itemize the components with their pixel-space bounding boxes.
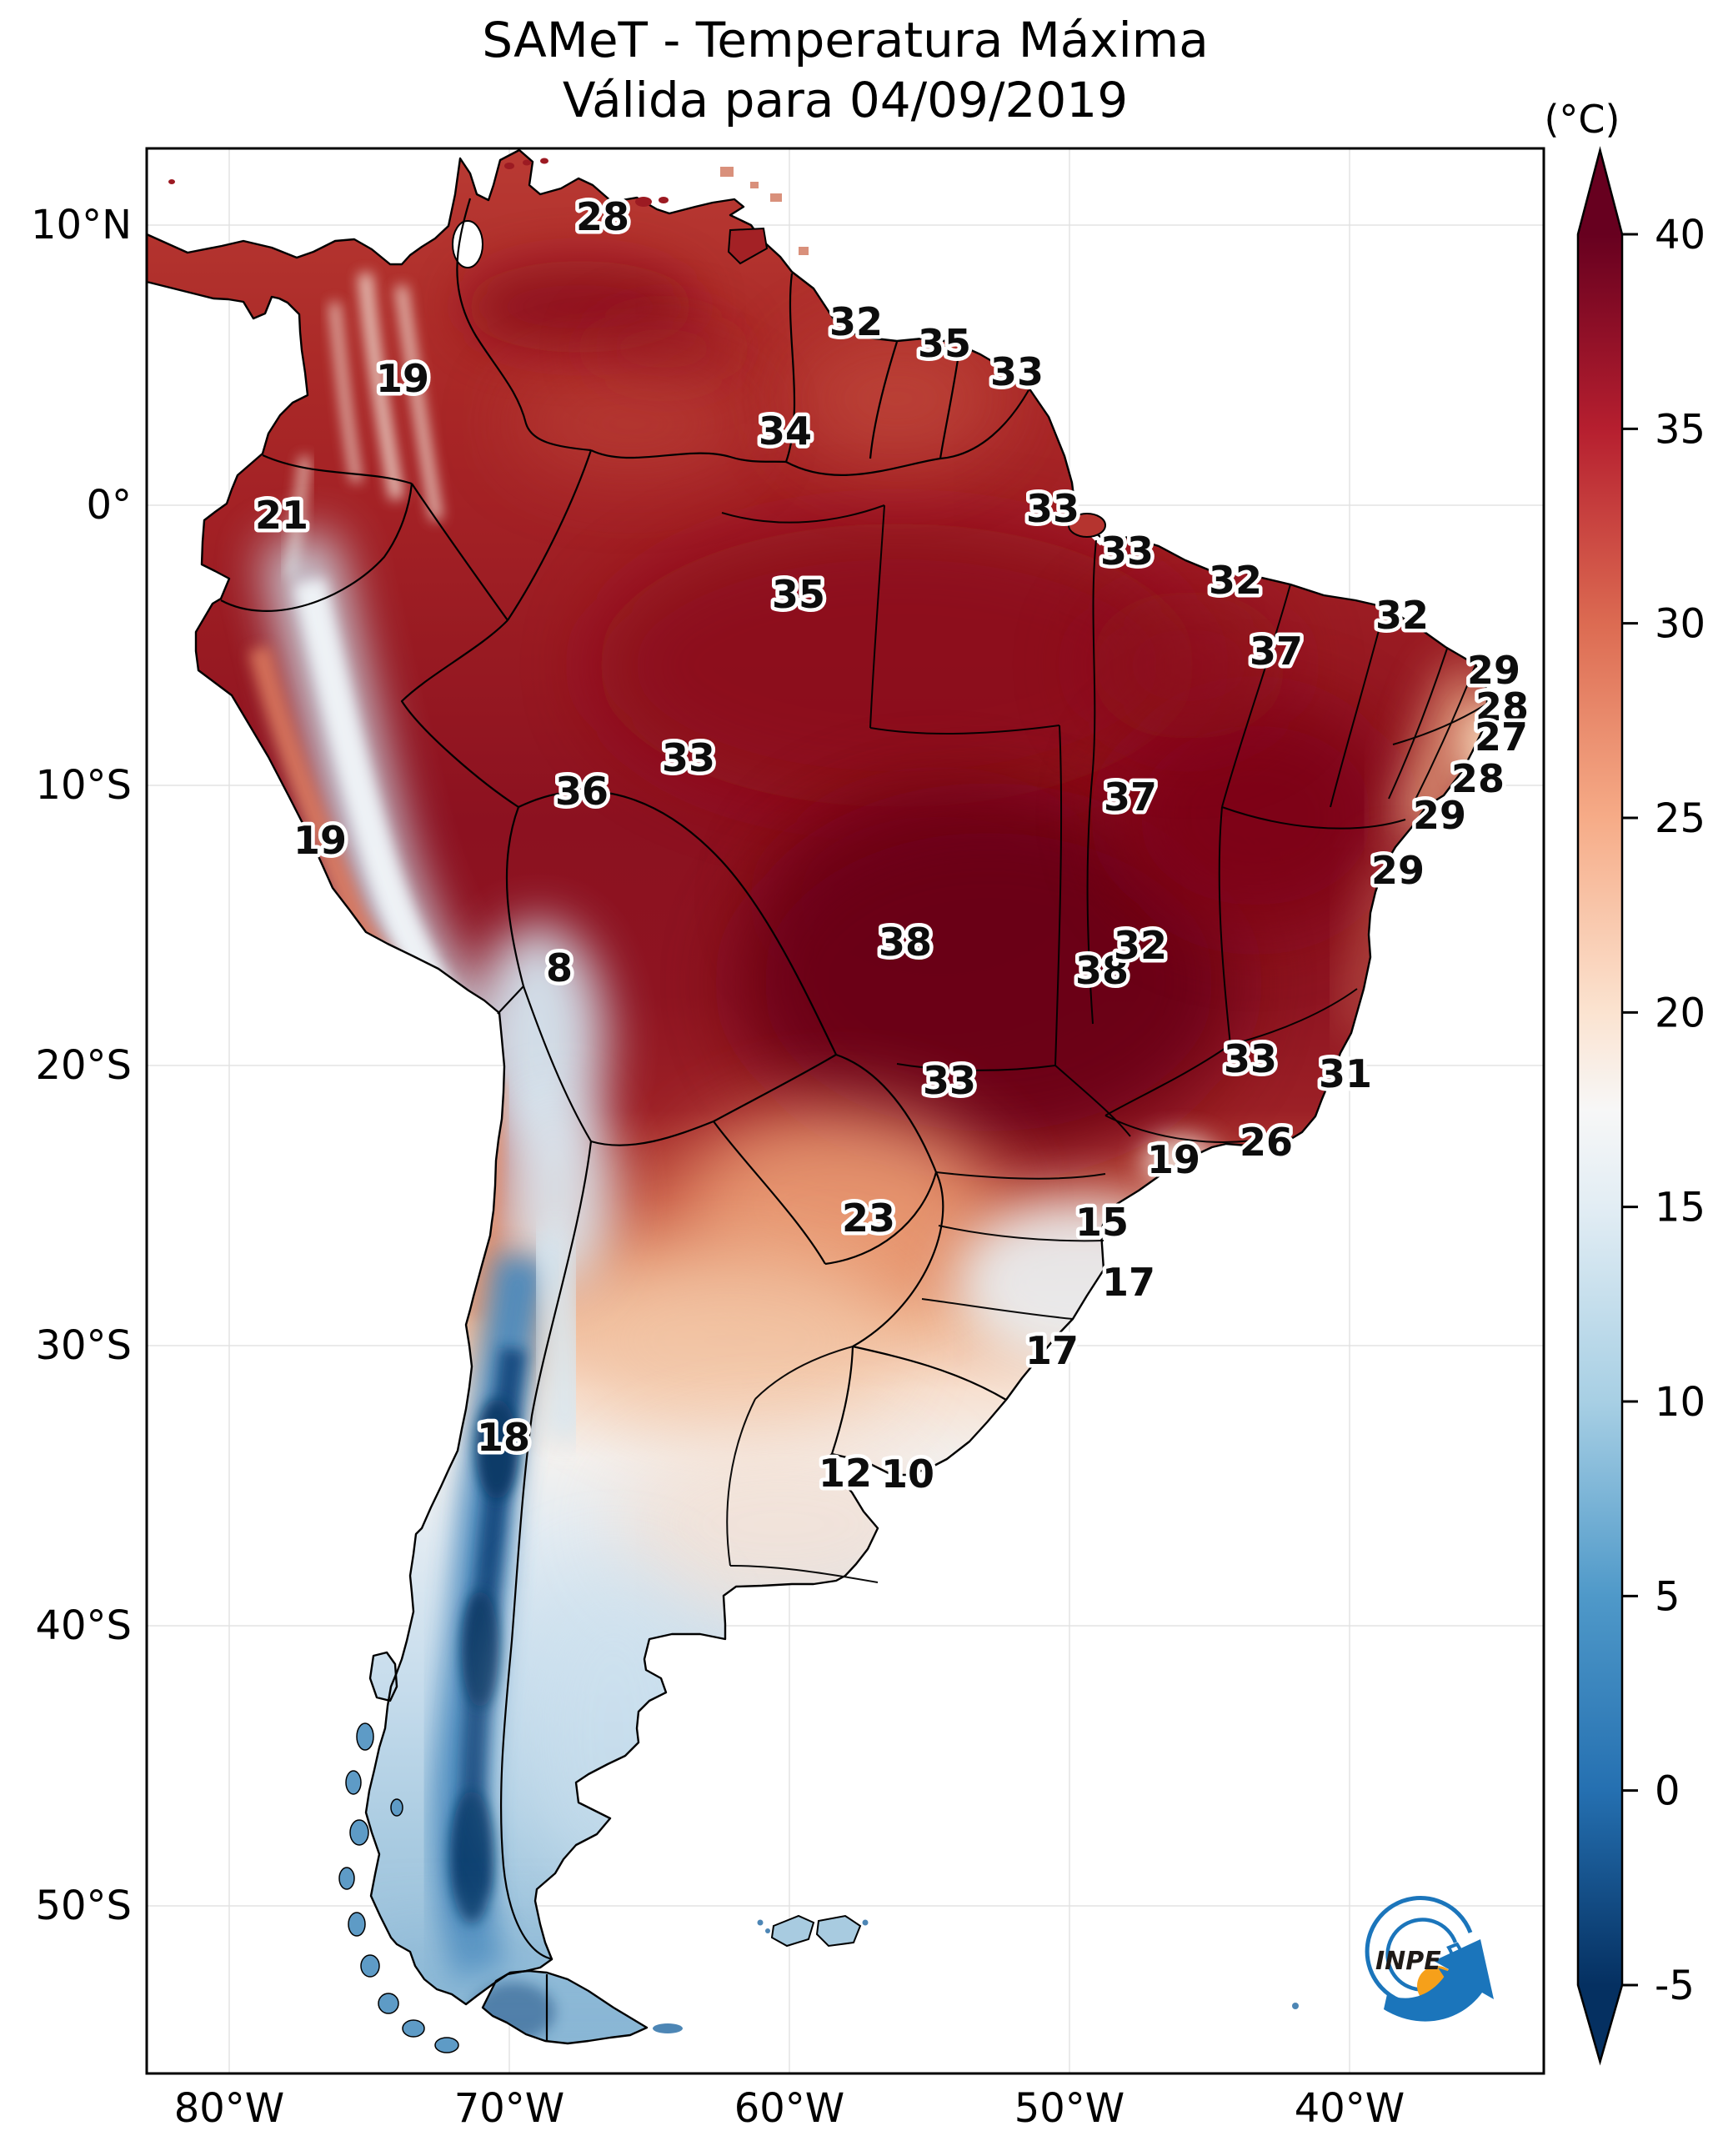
station-temp-label: 27 [1475, 714, 1528, 760]
station-temp-label: 38 [879, 920, 932, 965]
station-temp-label: 38 [1075, 948, 1129, 993]
station-temp-label: 26 [1240, 1120, 1293, 1165]
logo-up-arrow-icon [1384, 1939, 1494, 2022]
lat-tick-label: 10°S [35, 762, 132, 809]
station-temp-label: 34 [759, 409, 812, 454]
colorbar-tick-label: 10 [1655, 1379, 1705, 1426]
chart-title: SAMeT - Temperatura Máxima Válida para 0… [147, 10, 1544, 130]
colorbar-tick-label: 35 [1655, 406, 1705, 453]
colorbar-gradient-bar [1576, 146, 1624, 2066]
lon-tick-label: 80°W [174, 2085, 285, 2132]
station-temp-label: 33 [1224, 1036, 1277, 1081]
station-temp-label: 18 [477, 1415, 530, 1460]
station-temp-label: 23 [842, 1196, 895, 1241]
marajo-island [1068, 513, 1106, 538]
colorbar-tick-label: 0 [1655, 1768, 1680, 1815]
chart-title-line2: Válida para 04/09/2019 [562, 72, 1129, 128]
station-temp-label: 15 [1075, 1200, 1129, 1245]
falkland-west-island [770, 1914, 815, 1948]
southern-islets [653, 1919, 1299, 2033]
station-temp-label: 19 [376, 356, 429, 401]
station-temp-label: 19 [1147, 1137, 1200, 1182]
station-temp-label: 17 [1025, 1328, 1079, 1373]
lon-tick-label: 70°W [454, 2085, 565, 2132]
station-temp-label: 33 [1100, 529, 1154, 574]
station-temp-label: 33 [662, 735, 715, 780]
colorbar-tick-label: 25 [1655, 795, 1705, 842]
station-temp-label: 17 [1102, 1260, 1155, 1305]
lat-tick-label: 30°S [35, 1322, 132, 1369]
station-temp-label: 32 [829, 299, 883, 344]
colorbar: 40 35 30 25 20 15 10 5 0 -5 [1576, 146, 1705, 2066]
station-temp-label: 10 [881, 1452, 934, 1497]
station-temp-label: 12 [819, 1451, 872, 1496]
station-temp-label: 33 [990, 349, 1044, 394]
state-borders [721, 504, 1488, 1583]
lat-tick-label: 10°N [31, 202, 132, 248]
lon-tick-label: 60°W [734, 2085, 845, 2132]
lat-tick-label: 40°S [35, 1602, 132, 1649]
lon-tick-label: 50°W [1014, 2085, 1125, 2132]
station-temp-label: 8 [546, 945, 573, 990]
station-temp-label: 32 [1114, 923, 1167, 968]
islands [168, 158, 1299, 2053]
station-temp-label: 28 [1451, 756, 1505, 801]
offshore-raster-cells [720, 167, 809, 255]
station-temp-label: 37 [1250, 629, 1303, 674]
station-temp-label: 19 [293, 818, 347, 863]
station-temp-label: 28 [1475, 684, 1529, 730]
colorbar-tick-label: 20 [1655, 990, 1705, 1036]
station-temp-label: 36 [555, 769, 609, 814]
colorbar-tick-label: 30 [1655, 601, 1705, 648]
lake-maracaibo [452, 220, 483, 268]
chilean-fjord-islets [338, 1722, 459, 2053]
station-temp-label: 32 [1209, 558, 1262, 603]
colorbar-unit-label: (°C) [1544, 97, 1620, 142]
station-temp-label: 29 [1371, 848, 1425, 893]
caribbean-islets [168, 158, 669, 207]
trinidad-island [727, 227, 769, 265]
colorbar-tick-label: -5 [1655, 1963, 1695, 2009]
station-temp-label: 33 [923, 1058, 976, 1103]
map-frame [145, 147, 1545, 2075]
colorbar-ticks: 40 35 30 25 20 15 10 5 0 -5 [1622, 212, 1705, 2009]
station-temp-label: 29 [1413, 793, 1466, 838]
station-temp-label: 37 [1104, 775, 1157, 820]
inpe-logo: INPE [1365, 1896, 1494, 2022]
country-borders [220, 198, 1029, 2041]
latitude-axis: 10°N 0° 10°S 20°S 30°S 40°S 50°S [31, 202, 132, 1929]
colorbar-tick-label: 15 [1655, 1185, 1705, 1231]
lon-tick-label: 40°W [1295, 2085, 1405, 2132]
station-temp-label: 21 [255, 493, 308, 538]
lat-tick-label: 50°S [35, 1883, 132, 1929]
station-temp-label: 32 [1375, 593, 1429, 638]
falkland-east-island [815, 1914, 862, 1948]
chart-title-line1: SAMeT - Temperatura Máxima [482, 12, 1209, 68]
station-temp-label: 35 [918, 321, 971, 366]
lat-tick-label: 0° [86, 482, 132, 529]
longitude-axis: 80°W 70°W 60°W 50°W 40°W [174, 2085, 1405, 2132]
station-temp-label: 35 [772, 572, 825, 617]
station-temp-label: 29 [1467, 648, 1520, 693]
station-temp-label: 28 [576, 194, 629, 239]
colorbar-tick-label: 5 [1655, 1573, 1680, 1620]
station-temp-label: 31 [1319, 1051, 1372, 1096]
station-temp-label: 33 [1026, 486, 1079, 531]
logo-inpe-text: INPE [1375, 1947, 1441, 1976]
colorbar-tick-label: 40 [1655, 212, 1705, 258]
lat-tick-label: 20°S [35, 1042, 132, 1089]
